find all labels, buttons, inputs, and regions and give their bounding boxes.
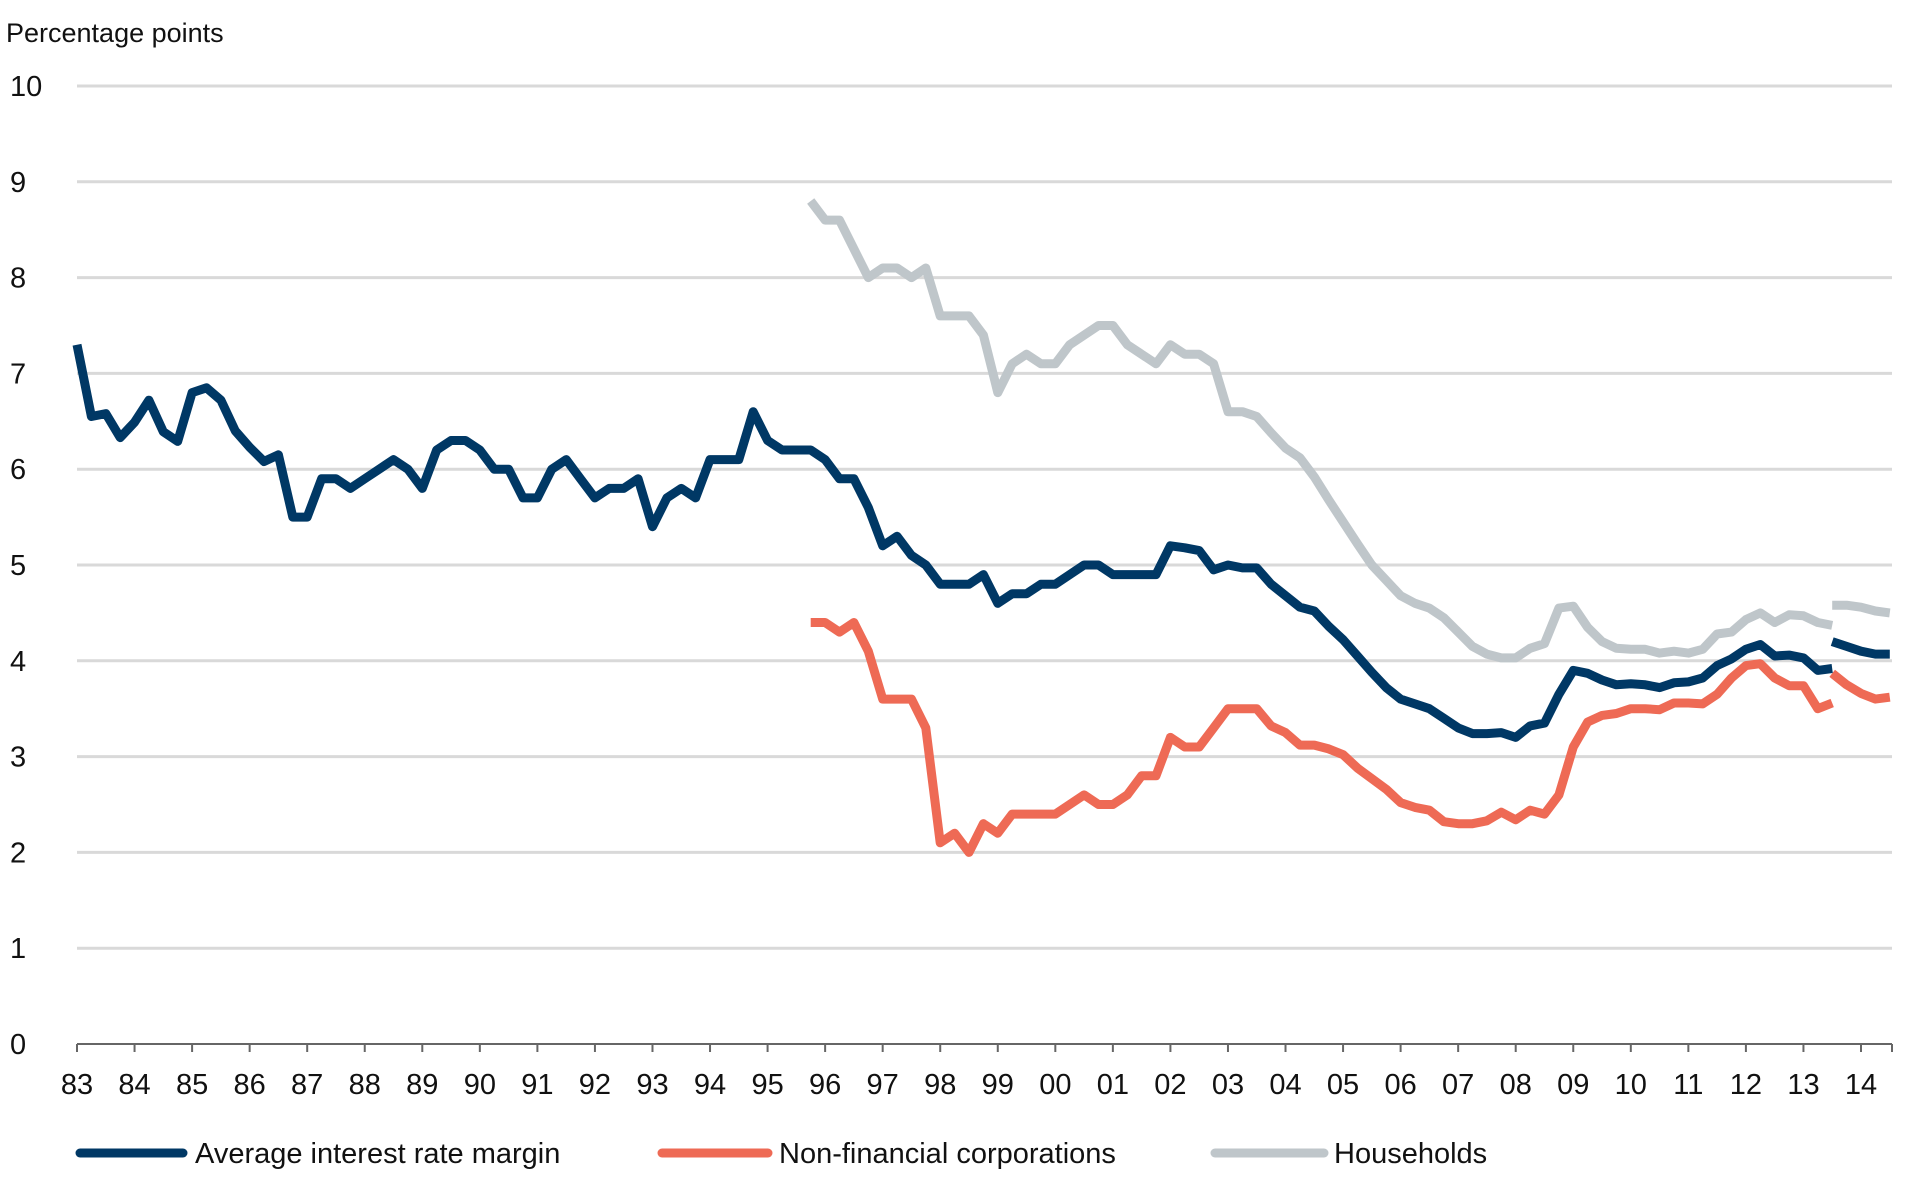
series-line-average-interest-rate-margin-segment-2 xyxy=(1830,637,1890,659)
x-tick-label: 85 xyxy=(176,1069,208,1101)
legend-label-average-margin: Average interest rate margin xyxy=(195,1138,560,1170)
x-tick-label: 98 xyxy=(924,1069,956,1101)
x-tick-label: 10 xyxy=(1615,1069,1647,1101)
y-axis-title: Percentage points xyxy=(6,18,224,48)
x-tick-label: 91 xyxy=(521,1069,553,1101)
y-tick-label: 0 xyxy=(10,1029,26,1061)
x-tick-label: 89 xyxy=(406,1069,438,1101)
x-tick-label: 84 xyxy=(118,1069,150,1101)
x-tick-label: 94 xyxy=(694,1069,726,1101)
x-tick-label: 04 xyxy=(1269,1069,1301,1101)
x-tick-label: 14 xyxy=(1845,1069,1877,1101)
x-tick-labels: 83 84 85 86 87 88 89 90 91 92 93 94 95 96 97 98 99 00 01 02… xyxy=(61,1069,1877,1101)
series-lines xyxy=(72,198,1891,857)
y-tick-label: 1 xyxy=(10,933,26,965)
x-tick-label: 00 xyxy=(1039,1069,1071,1101)
x-tick-label: 86 xyxy=(234,1069,266,1101)
y-tick-labels: 0 1 2 3 4 5 6 7 8 9 10 xyxy=(10,71,42,1061)
legend: Average interest rate margin Non-financi… xyxy=(75,1138,1487,1170)
x-tick-label: 93 xyxy=(636,1069,668,1101)
y-tick-label: 6 xyxy=(10,454,26,486)
x-tick-label: 99 xyxy=(982,1069,1014,1101)
y-tick-label: 10 xyxy=(10,71,42,103)
series-line-average-interest-rate-margin-segment-1 xyxy=(72,343,1833,742)
series-line-non-financial-corporations-segment-1 xyxy=(810,618,1834,857)
x-tick-label: 88 xyxy=(349,1069,381,1101)
x-tick-label: 90 xyxy=(464,1069,496,1101)
y-tick-label: 4 xyxy=(10,646,26,678)
x-tick-label: 96 xyxy=(809,1069,841,1101)
gridlines xyxy=(76,84,1893,1052)
x-tick-label: 01 xyxy=(1097,1069,1129,1101)
x-tick-label: 07 xyxy=(1442,1069,1474,1101)
y-tick-label: 8 xyxy=(10,263,26,295)
y-tick-label: 9 xyxy=(10,167,26,199)
x-tick-label: 09 xyxy=(1557,1069,1589,1101)
y-tick-label: 7 xyxy=(10,358,26,390)
legend-label-non-financial-corporations: Non-financial corporations xyxy=(779,1138,1116,1170)
x-tick-label: 11 xyxy=(1673,1069,1703,1101)
x-tick-label: 06 xyxy=(1384,1069,1416,1101)
x-tick-label: 13 xyxy=(1787,1069,1819,1101)
y-tick-label: 5 xyxy=(10,550,26,582)
x-tick-label: 92 xyxy=(579,1069,611,1101)
series-line-non-financial-corporations-segment-2 xyxy=(1829,669,1891,704)
legend-label-households: Households xyxy=(1334,1138,1487,1170)
x-tick-label: 12 xyxy=(1730,1069,1762,1101)
x-tick-label: 05 xyxy=(1327,1069,1359,1101)
y-tick-label: 3 xyxy=(10,742,26,774)
x-tick-label: 08 xyxy=(1500,1069,1532,1101)
x-tick-label: 87 xyxy=(291,1069,323,1101)
y-tick-label: 2 xyxy=(10,837,26,869)
x-tick-label: 95 xyxy=(751,1069,783,1101)
x-tick-label: 83 xyxy=(61,1069,93,1101)
x-tick-label: 97 xyxy=(867,1069,899,1101)
series-line-households-segment-1 xyxy=(807,198,1834,663)
x-tick-label: 03 xyxy=(1212,1069,1244,1101)
series-line-households-segment-2 xyxy=(1832,600,1891,618)
x-tick-label: 02 xyxy=(1154,1069,1186,1101)
